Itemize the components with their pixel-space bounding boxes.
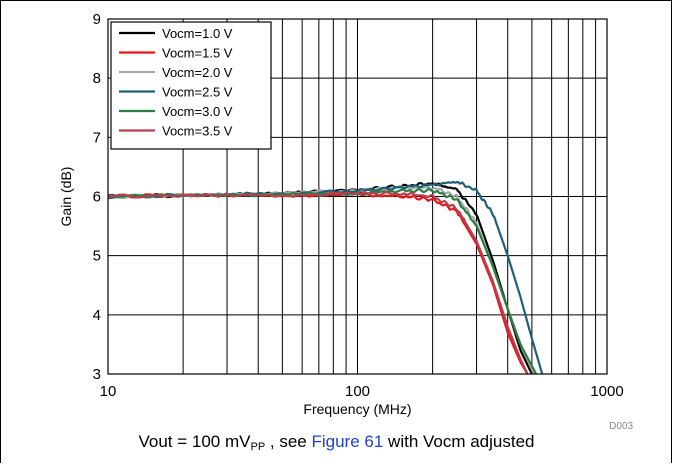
caption-suffix: with Vocm adjusted [383,432,535,451]
legend-label-1: Vocm=1.0 V [162,26,233,41]
y-tick-label: 4 [93,307,101,324]
legend-label-2: Vocm=1.5 V [162,46,233,61]
caption-prefix: Vout = 100 mV [138,432,251,451]
x-axis-label: Frequency (MHz) [303,401,411,417]
y-tick-label: 5 [93,248,101,265]
series-line-6 [107,190,529,375]
y-tick-label: 7 [93,129,101,146]
legend-box [110,21,272,150]
plot-border [107,18,608,375]
y-tick-label: 6 [93,189,101,206]
legend-label-4: Vocm=2.5 V [162,85,233,100]
x-tick-label: 1000 [590,383,623,400]
caption-middle: , see [265,432,312,451]
legend-label-6: Vocm=3.5 V [162,124,233,139]
gain-vs-frequency-chart: 3 4 5 6 7 8 9 10 100 1000 Frequency (MHz) Gain (dB)… [58,11,633,431]
figure-caption: Vout = 100 mVPP , see Figure 61 with Voc… [0,432,673,453]
caption-subscript: PP [250,441,266,453]
y-axis-label: Gain (dB) [58,167,74,227]
legend-label-5: Vocm=3.0 V [162,104,233,119]
figure-61-link[interactable]: Figure 61 [311,432,384,451]
y-tick-label: 9 [93,11,101,28]
x-tick-label: 10 [100,383,117,400]
y-tick-label: 3 [93,366,101,383]
y-tick-label: 8 [93,70,101,87]
legend-label-3: Vocm=2.0 V [162,65,233,80]
x-tick-label: 100 [345,383,370,400]
figure-code: D003 [609,421,633,431]
